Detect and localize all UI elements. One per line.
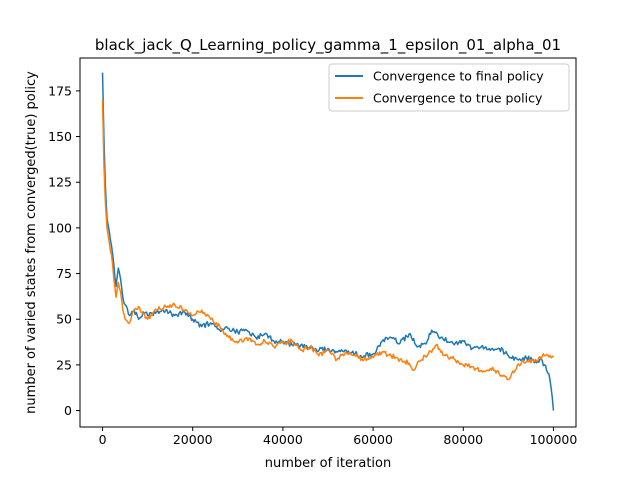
legend-label-2: Convergence to true policy bbox=[373, 91, 543, 106]
axes-frame bbox=[79, 57, 577, 428]
legend-label-1: Convergence to final policy bbox=[373, 69, 544, 84]
y-ticks: 0 25 50 75 100 125 150 175 bbox=[48, 83, 80, 418]
y-axis-label: number of varied states from converged(t… bbox=[24, 71, 39, 414]
y-tick-label: 25 bbox=[56, 357, 72, 372]
x-tick-label: 100000 bbox=[530, 432, 578, 447]
legend: Convergence to final policy Convergence t… bbox=[328, 63, 570, 112]
y-tick-label: 175 bbox=[48, 83, 72, 98]
axes-layer bbox=[79, 57, 577, 428]
x-tick-label: 20000 bbox=[173, 432, 213, 447]
y-tick-label: 100 bbox=[48, 220, 72, 235]
x-tick-label: 60000 bbox=[353, 432, 393, 447]
x-axis-label: number of iteration bbox=[265, 456, 391, 471]
series-line-2 bbox=[101, 99, 554, 381]
x-ticks: 0 20000 40000 60000 80000 100000 bbox=[99, 427, 578, 447]
x-tick-label: 80000 bbox=[443, 432, 483, 447]
y-tick-label: 150 bbox=[48, 129, 72, 144]
series-layer bbox=[101, 72, 555, 411]
y-tick-label: 0 bbox=[64, 403, 72, 418]
y-tick-label: 50 bbox=[56, 312, 72, 327]
chart-title: black_jack_Q_Learning_policy_gamma_1_eps… bbox=[95, 36, 561, 55]
legend-box bbox=[328, 63, 570, 112]
y-tick-label: 75 bbox=[56, 266, 72, 281]
y-tick-label: 125 bbox=[48, 175, 72, 190]
x-tick-label: 0 bbox=[99, 432, 107, 447]
x-tick-label: 40000 bbox=[263, 432, 303, 447]
